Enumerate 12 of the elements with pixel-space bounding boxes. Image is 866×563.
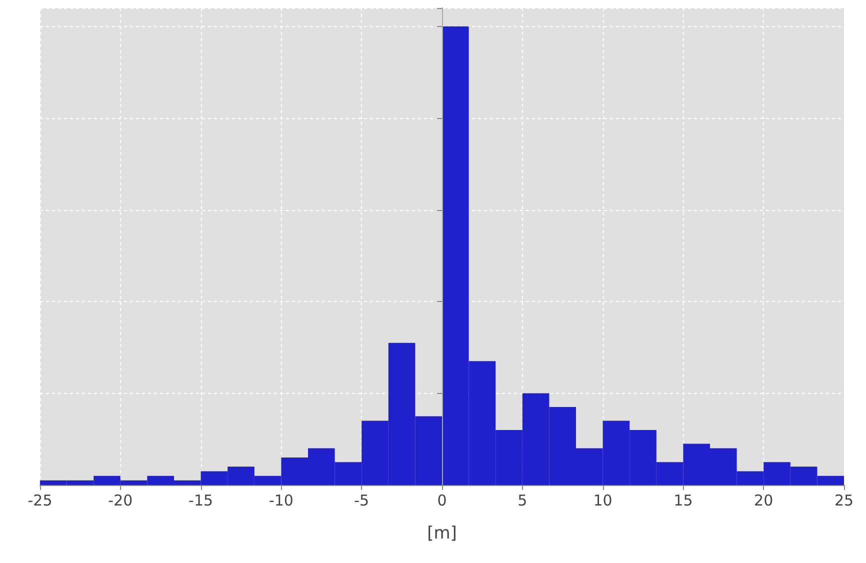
- x-tick-label: 25: [834, 492, 854, 510]
- x-tick-label: -10: [268, 492, 294, 510]
- x-tick-label: -5: [354, 492, 370, 510]
- x-tick-label: 5: [518, 492, 528, 510]
- x-tick-label: -25: [28, 492, 52, 510]
- x-tick-label: -20: [108, 492, 133, 510]
- x-axis-title: [m]: [427, 524, 457, 544]
- x-tick-label: -15: [188, 492, 214, 510]
- x-tick-label: 20: [754, 492, 774, 510]
- x-tick-label: 0: [437, 492, 447, 510]
- x-tick-label: 15: [674, 492, 693, 510]
- x-tick-label: 10: [593, 492, 612, 510]
